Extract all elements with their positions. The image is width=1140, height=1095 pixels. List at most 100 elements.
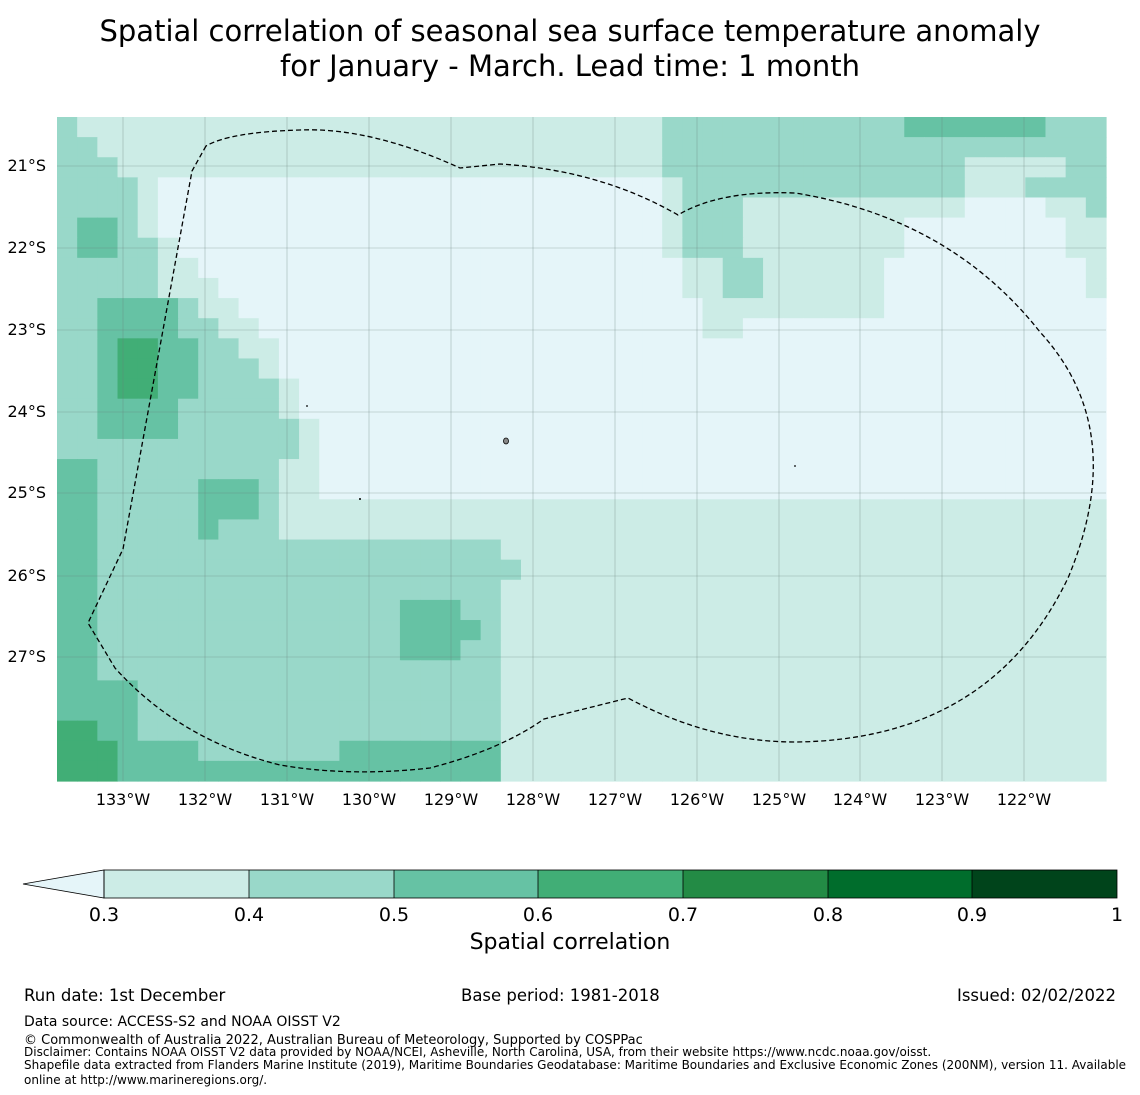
map-cell <box>1005 720 1026 742</box>
map-cell <box>440 438 462 460</box>
map-cell <box>440 620 462 641</box>
map-cell <box>662 599 683 621</box>
map-cell <box>601 197 623 219</box>
map-cell <box>1065 438 1087 460</box>
map-cell <box>702 660 724 681</box>
map-cell <box>379 640 401 661</box>
map-cell <box>1005 499 1026 521</box>
map-cell <box>97 398 119 420</box>
map-cell <box>319 197 341 219</box>
map-cell <box>97 720 119 742</box>
map-cell <box>97 700 119 722</box>
map-cell <box>742 700 764 722</box>
map-cell <box>722 579 744 601</box>
map-cell <box>117 599 139 621</box>
map-cell <box>440 398 462 420</box>
map-cell <box>97 660 119 681</box>
map-cell <box>763 117 784 138</box>
map-cell <box>399 418 421 440</box>
map-cell <box>1065 700 1087 722</box>
map-cell <box>904 257 926 279</box>
map-cell <box>440 720 462 742</box>
map-cell <box>198 740 219 762</box>
map-cell <box>1085 277 1107 299</box>
map-cell <box>440 197 462 219</box>
map-cell <box>964 358 986 380</box>
map-cell <box>541 559 562 581</box>
map-cell <box>1005 378 1026 400</box>
map-cell <box>863 217 885 239</box>
map-cell <box>1085 117 1107 138</box>
map-cell <box>379 660 401 681</box>
map-cell <box>763 298 784 319</box>
map-cell <box>722 680 744 702</box>
map-cell <box>198 117 219 138</box>
map-cell <box>601 599 623 621</box>
map-cell <box>440 579 462 601</box>
map-cell <box>863 459 885 480</box>
map-cell <box>238 177 260 199</box>
map-cell <box>379 378 401 400</box>
map-cell <box>77 157 98 178</box>
map-cell <box>460 660 482 681</box>
map-cell <box>420 459 441 480</box>
map-cell <box>77 640 98 661</box>
map-cell <box>601 298 623 319</box>
map-cell <box>1025 559 1047 581</box>
map-cell <box>863 760 885 782</box>
map-cell <box>278 579 300 601</box>
map-cell <box>157 177 179 199</box>
map-cell <box>1025 539 1047 561</box>
map-cell <box>823 398 845 420</box>
map-cell <box>218 459 240 480</box>
map-cell <box>500 277 522 299</box>
map-cell <box>541 760 562 782</box>
map-cell <box>843 177 865 199</box>
map-cell <box>117 298 139 319</box>
map-cell <box>1085 660 1107 681</box>
map-cell <box>278 257 300 279</box>
map-cell <box>319 338 341 360</box>
map-cell <box>722 499 744 521</box>
map-cell <box>863 620 885 641</box>
map-cell <box>964 459 986 480</box>
map-cell <box>924 519 946 541</box>
map-cell <box>278 318 300 339</box>
map-cell <box>299 620 320 641</box>
map-cell <box>783 318 804 339</box>
map-cell <box>944 338 966 360</box>
map-cell <box>178 519 199 541</box>
map-cell <box>561 579 583 601</box>
map-cell <box>399 519 421 541</box>
map-cell <box>117 157 139 178</box>
map-cell <box>520 599 542 621</box>
map-cell <box>198 318 219 339</box>
map-cell <box>601 640 623 661</box>
map-cell <box>339 579 361 601</box>
map-cell <box>621 378 643 400</box>
map-cell <box>1005 318 1026 339</box>
map-cell <box>460 740 482 762</box>
map-cell <box>157 700 179 722</box>
map-cell <box>763 680 784 702</box>
map-cell <box>520 479 542 500</box>
map-cell <box>157 660 179 681</box>
map-cell <box>1005 177 1026 199</box>
map-cell <box>1005 599 1026 621</box>
map-cell <box>964 740 986 762</box>
map-cell <box>218 318 240 339</box>
map-cell <box>984 298 1006 319</box>
map-cell <box>662 358 683 380</box>
map-cell <box>420 318 441 339</box>
map-cell <box>884 559 905 581</box>
map-cell <box>863 599 885 621</box>
map-cell <box>1085 418 1107 440</box>
map-cell <box>1045 217 1067 239</box>
map-cell <box>420 519 441 541</box>
map-cell <box>924 358 946 380</box>
map-cell <box>541 700 562 722</box>
map-cell <box>904 660 926 681</box>
map-cell <box>1025 579 1047 601</box>
map-cell <box>783 519 804 541</box>
map-cell <box>218 720 240 742</box>
